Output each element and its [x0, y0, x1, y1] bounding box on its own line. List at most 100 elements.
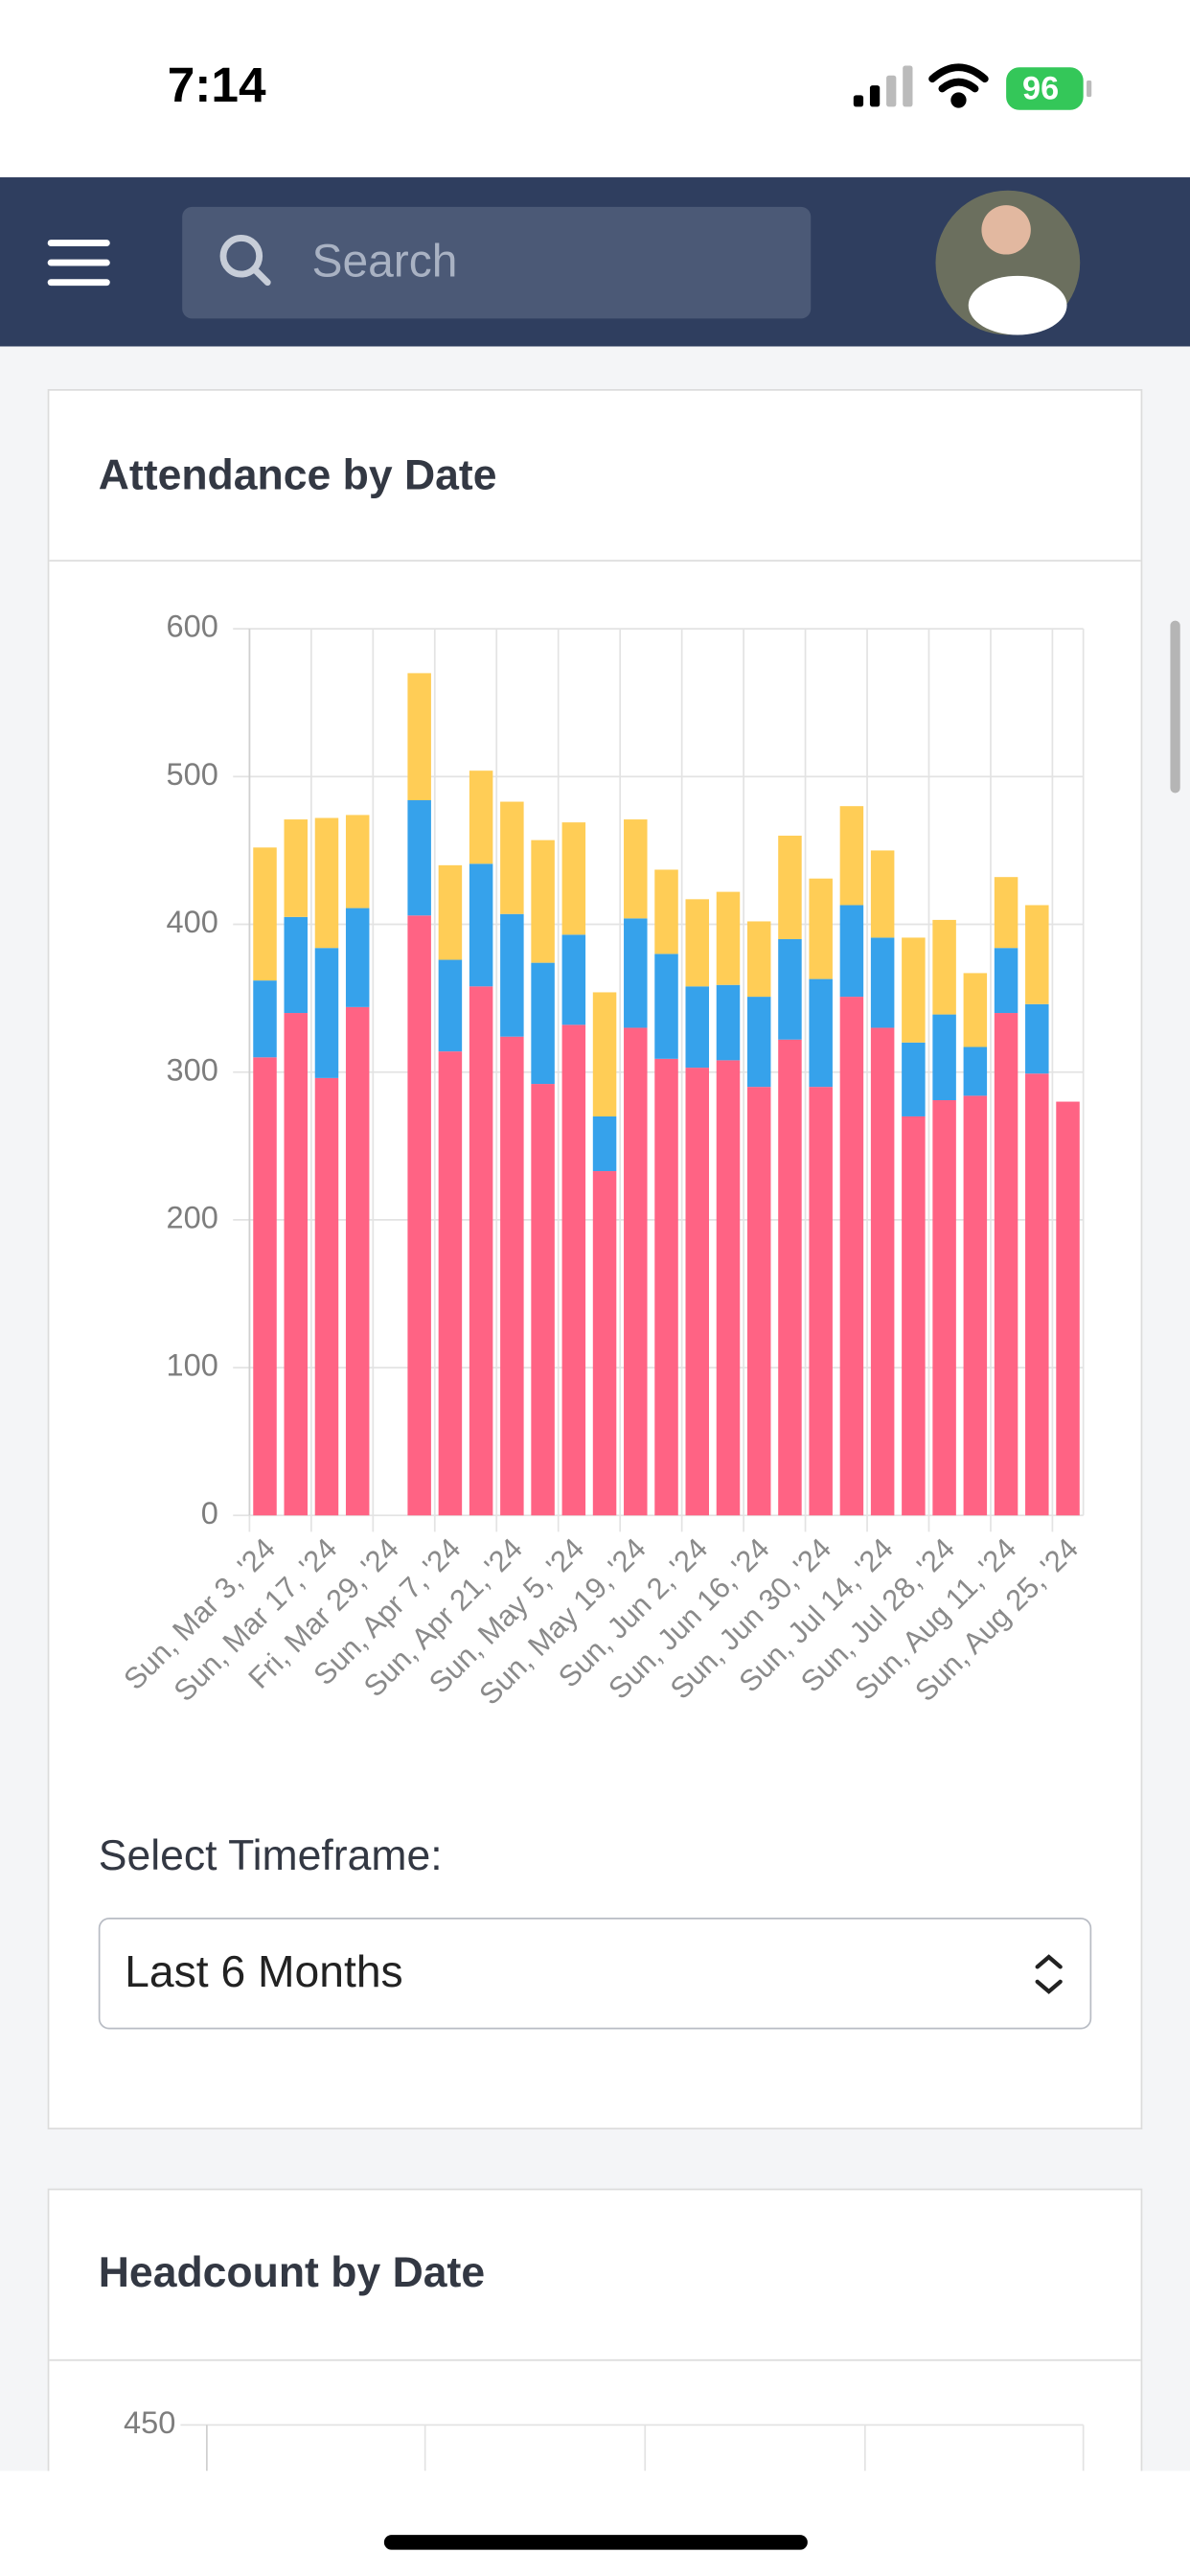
bar-segment [469, 770, 493, 864]
bar-segment [407, 673, 431, 801]
bar-segment [345, 908, 370, 1007]
avatar-shirt [968, 275, 1067, 335]
bar-segment [994, 877, 1018, 949]
bar-segment [685, 899, 709, 987]
bar-segment [809, 978, 833, 1088]
bar-segment [624, 819, 648, 919]
bar-segment [778, 1039, 802, 1516]
battery [1006, 67, 1084, 110]
bar-segment [716, 1060, 741, 1516]
bar-segment [500, 913, 524, 1037]
bar-segment [314, 948, 339, 1078]
timeframe-select[interactable] [98, 1918, 1092, 2030]
bar-segment [716, 984, 741, 1061]
home-indicator [383, 2535, 808, 2550]
bar-segment [561, 822, 586, 935]
bar-segment [592, 992, 617, 1116]
bar-segment [284, 916, 308, 1014]
y-tick-label: 400 [167, 905, 218, 939]
bar-segment [592, 1116, 617, 1172]
bar-segment [654, 954, 678, 1059]
bar-segment [654, 869, 678, 954]
bar-segment [624, 1027, 648, 1516]
bar-segment [870, 937, 895, 1028]
bar-segment [438, 864, 463, 960]
bar-segment [839, 905, 864, 998]
search-icon [219, 234, 271, 287]
scrollbar [1170, 620, 1180, 794]
avatar-face [981, 205, 1031, 255]
signal [853, 65, 913, 107]
headcount-chart: 450 [124, 2405, 1085, 2472]
clock: 7:14 [168, 57, 266, 112]
bar-segment [963, 1095, 988, 1516]
bar-segment [624, 918, 648, 1028]
bar-segment [870, 850, 895, 938]
bar-segment [531, 1084, 555, 1516]
bar-segment [500, 801, 524, 914]
bar-segment [809, 1087, 833, 1516]
bar-segment [994, 1013, 1018, 1516]
y-tick-label: 100 [167, 1348, 218, 1383]
bar-segment [994, 948, 1018, 1014]
bar-segment [314, 817, 339, 949]
y-tick-label: 0 [201, 1496, 218, 1530]
bar-segment [314, 1077, 339, 1516]
bar-segment [561, 1024, 586, 1516]
bar-segment [839, 806, 864, 906]
bar-segment [963, 1046, 988, 1096]
bar-segment [809, 878, 833, 979]
bar-segment [561, 934, 586, 1025]
battery-level: 96 [1022, 70, 1059, 106]
bar-segment [746, 1087, 771, 1516]
search-box[interactable] [182, 206, 812, 319]
bar-segment [1025, 905, 1049, 1004]
bar-segment [778, 938, 802, 1040]
y-tick-label: 200 [167, 1200, 218, 1234]
bar-segment [902, 1042, 926, 1116]
bar-segment [469, 986, 493, 1516]
bar-segment [253, 847, 277, 981]
bar-segment [1025, 1003, 1049, 1074]
y-tick-label: 600 [167, 610, 218, 644]
bar-segment [284, 819, 308, 917]
bar-segment [407, 800, 431, 916]
bar-segment [345, 1006, 370, 1516]
bar-segment [963, 973, 988, 1047]
bar-segment [500, 1036, 524, 1516]
bar-segment [407, 915, 431, 1516]
y-tick-label: 300 [167, 1052, 218, 1087]
bar-segment [902, 937, 926, 1043]
y-tick-label: 450 [124, 2405, 175, 2440]
bar-segment [870, 1027, 895, 1516]
wifi [928, 63, 989, 108]
card-title: Attendance by Date [99, 451, 497, 498]
bar-segment [932, 919, 956, 1015]
y-tick-label: 500 [167, 757, 218, 792]
status-bar [0, 0, 1190, 178]
card-title: Headcount by Date [99, 2249, 485, 2296]
bar-segment [438, 1051, 463, 1516]
select-value: Last 6 Months [125, 1946, 403, 1996]
bar-segment [746, 921, 771, 998]
bar-segment [932, 1100, 956, 1516]
bar-segment [902, 1116, 926, 1516]
bar-segment [531, 962, 555, 1085]
bar-segment [469, 863, 493, 987]
battery-tip [1087, 80, 1092, 98]
bar-segment [253, 1057, 277, 1516]
bar-segment [685, 1068, 709, 1516]
bar-segment [716, 891, 741, 985]
bar-segment [253, 980, 277, 1058]
bar-segment [531, 840, 555, 963]
bar-segment [592, 1171, 617, 1516]
bar-segment [746, 997, 771, 1088]
bar-segment [1025, 1073, 1049, 1516]
bar-segment [1056, 1101, 1080, 1516]
select-label: Select Timeframe: [99, 1832, 443, 1879]
bar-segment [778, 836, 802, 939]
bar-segment [932, 1014, 956, 1101]
menu-button[interactable] [47, 240, 110, 287]
